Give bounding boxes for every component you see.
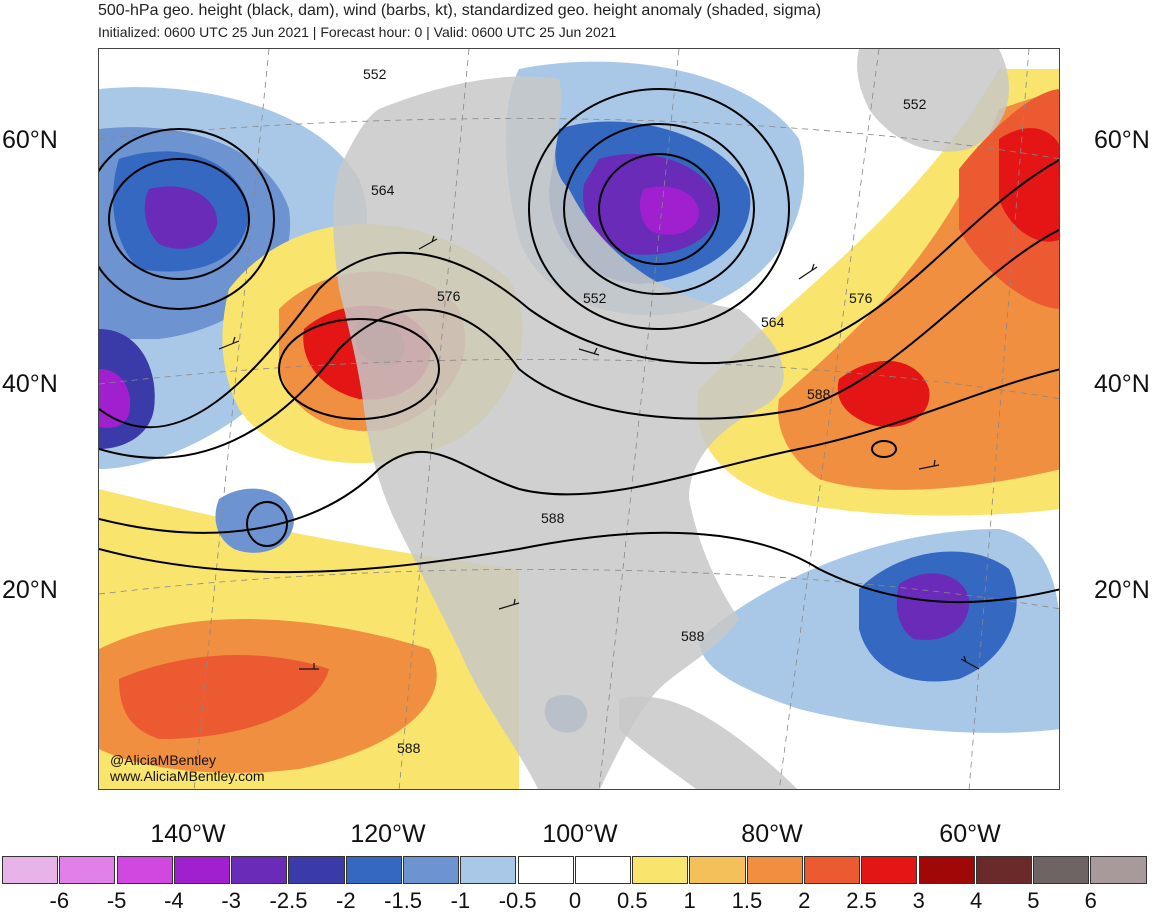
lon-label: 80°W bbox=[741, 820, 803, 848]
contour-label: 552 bbox=[363, 66, 387, 82]
lat-label-right: 20°N bbox=[1094, 576, 1150, 604]
lon-label: 140°W bbox=[150, 820, 226, 848]
land-greenland bbox=[857, 49, 1009, 152]
colorbar-swatch bbox=[632, 856, 689, 884]
anomaly-warm-pacific-red bbox=[119, 655, 329, 739]
colorbar-label: 4 bbox=[969, 888, 983, 913]
lat-label-right: 40°N bbox=[1094, 370, 1150, 398]
credit-website: www.AliciaMBentley.com bbox=[110, 768, 265, 784]
colorbar-swatch bbox=[59, 856, 116, 884]
colorbar-swatch bbox=[402, 856, 460, 884]
colorbar-swatch bbox=[231, 856, 288, 884]
colorbar-label: -2 bbox=[336, 888, 356, 913]
land-central-america bbox=[619, 696, 798, 789]
graticule bbox=[99, 49, 1059, 789]
colorbar-swatch bbox=[746, 856, 803, 884]
colorbar-swatch bbox=[975, 856, 1032, 884]
anomaly-warm-atlantic-sub bbox=[837, 360, 930, 428]
colorbar-swatch bbox=[2, 856, 59, 884]
colorbar-swatch bbox=[574, 856, 631, 884]
chart-title: 500-hPa geo. height (black, dam), wind (… bbox=[98, 2, 822, 19]
colorbar-swatch bbox=[689, 856, 746, 884]
colorbar-swatch bbox=[1033, 856, 1090, 884]
colorbar-label: -0.5 bbox=[498, 888, 537, 913]
contour-labels: 552 564 576 552 564 576 588 588 588 588 … bbox=[363, 66, 927, 756]
colorbar-label: -1 bbox=[450, 888, 471, 913]
contour-label: 588 bbox=[807, 386, 831, 402]
map-panel: 552 564 576 552 564 576 588 588 588 588 … bbox=[98, 48, 1060, 790]
contour-label: 576 bbox=[437, 288, 461, 304]
anomaly-cold-pacific-cutoff bbox=[215, 488, 294, 553]
colorbar-label: 3 bbox=[912, 888, 925, 913]
chart-subtitle: Initialized: 0600 UTC 25 Jun 2021 | Fore… bbox=[98, 24, 617, 40]
colorbar-label: -1.5 bbox=[384, 888, 423, 913]
colorbar-label: -3 bbox=[221, 888, 241, 913]
credit-handle: @AliciaMBentley bbox=[110, 752, 217, 768]
contour-label: 576 bbox=[849, 290, 873, 306]
colorbar-swatch bbox=[288, 856, 345, 884]
colorbar-swatch bbox=[517, 856, 574, 884]
wind-barbs bbox=[218, 235, 980, 670]
lon-label: 60°W bbox=[939, 820, 1001, 848]
contour-label: 564 bbox=[761, 314, 785, 330]
colorbar-swatch bbox=[803, 856, 861, 884]
lon-label: 100°W bbox=[542, 820, 618, 848]
colorbar-swatch bbox=[345, 856, 402, 884]
contour-label: 588 bbox=[541, 510, 565, 526]
colorbar-label: -4 bbox=[164, 888, 184, 913]
lat-label-right: 60°N bbox=[1094, 126, 1150, 154]
colorbar-label: -2.5 bbox=[269, 888, 308, 913]
anomaly-cold-pacific-center bbox=[144, 186, 218, 249]
lat-label-left: 60°N bbox=[2, 126, 58, 154]
colorbar-label: 2 bbox=[798, 888, 811, 913]
height-contours bbox=[99, 88, 1059, 604]
lat-label-left: 20°N bbox=[2, 576, 58, 604]
land-north-america bbox=[333, 76, 784, 789]
colorbar-label: 1.5 bbox=[731, 888, 763, 913]
colorbar-swatch bbox=[460, 856, 517, 884]
colorbar-label: 0 bbox=[568, 888, 582, 913]
colorbar-swatch bbox=[1090, 856, 1147, 884]
contour-label: 552 bbox=[583, 290, 607, 306]
contour-label: 564 bbox=[371, 182, 395, 198]
contour-label: 552 bbox=[903, 96, 927, 112]
colorbar bbox=[2, 856, 1148, 884]
weather-map: 552 564 576 552 564 576 588 588 588 588 … bbox=[99, 49, 1059, 789]
colorbar-swatch bbox=[918, 856, 975, 884]
colorbar-swatch bbox=[173, 856, 231, 884]
colorbar-label: -6 bbox=[49, 888, 70, 913]
contour-label: 588 bbox=[397, 740, 421, 756]
colorbar-label: 1 bbox=[683, 888, 696, 913]
colorbar-label: -5 bbox=[106, 888, 127, 913]
anomaly-cold-hudson-center bbox=[639, 186, 699, 235]
colorbar-swatch bbox=[116, 856, 173, 884]
colorbar-swatch bbox=[861, 856, 918, 884]
anomaly-cold-atlantic-core bbox=[896, 573, 970, 640]
colorbar-label: 5 bbox=[1027, 888, 1040, 913]
contour-label: 588 bbox=[681, 628, 705, 644]
colorbar-label: 0.5 bbox=[617, 888, 648, 913]
colorbar-label: 6 bbox=[1084, 888, 1097, 913]
colorbar-label: 2.5 bbox=[846, 888, 877, 913]
lon-label: 120°W bbox=[350, 820, 426, 848]
lat-label-left: 40°N bbox=[2, 370, 58, 398]
